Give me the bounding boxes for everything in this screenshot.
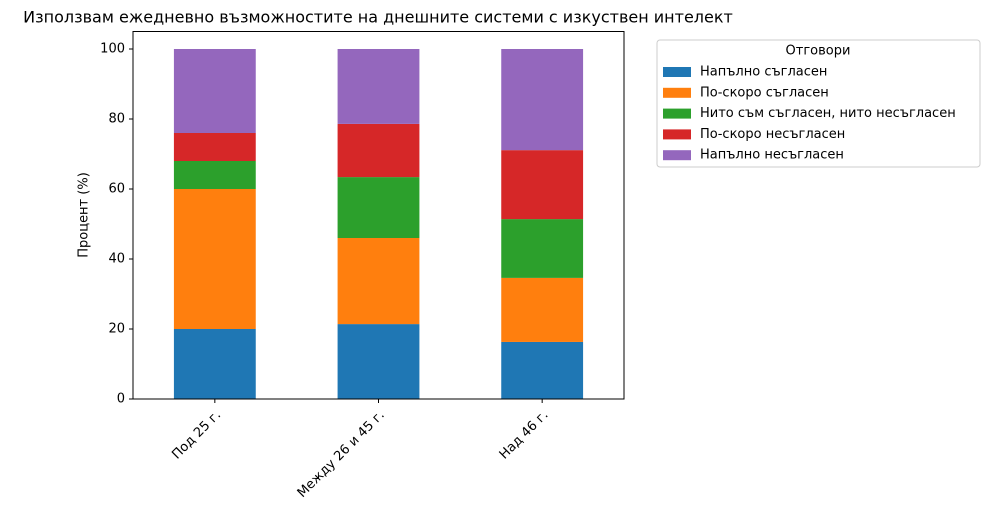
plot-frame: [132, 31, 625, 400]
x-tick-label: Между 26 и 45 г.: [295, 408, 388, 501]
chart-title: Използвам ежедневно възможностите на дне…: [23, 8, 733, 27]
y-axis-label: Процент (%): [77, 172, 92, 258]
legend-label: Напълно съгласен: [700, 65, 827, 80]
bar-segment: [173, 133, 256, 161]
bar-segment: [501, 277, 584, 342]
y-tick-label: 0: [117, 392, 125, 407]
bar-segment: [337, 123, 420, 178]
x-tick-label: Над 46 г.: [497, 408, 552, 463]
y-tick-label: 40: [108, 252, 125, 267]
bar-segment: [337, 238, 420, 325]
bar-segment: [173, 49, 256, 133]
bar-segment: [501, 341, 584, 399]
legend-swatch: [663, 108, 691, 119]
y-tick-label: 100: [100, 42, 125, 57]
bar-segment: [173, 189, 256, 329]
legend-title: Отговори: [786, 44, 851, 59]
bar-segment: [337, 324, 420, 399]
legend-swatch: [663, 150, 691, 161]
legend-label: По-скоро несъгласен: [700, 127, 845, 142]
bar-segment: [173, 161, 256, 189]
bar-segment: [173, 329, 256, 399]
legend-swatch: [663, 67, 691, 77]
legend-label: Нито съм съгласен, нито несъгласен: [700, 106, 956, 121]
y-tick-label: 60: [108, 182, 125, 197]
bar-segment: [501, 150, 584, 220]
legend-box: [656, 39, 981, 168]
y-tick-label: 20: [108, 322, 125, 337]
bar-segment: [501, 49, 584, 151]
y-tick-label: 80: [108, 112, 125, 127]
bar-segment: [337, 49, 420, 124]
legend-label: Напълно несъгласен: [700, 148, 844, 163]
legend-swatch: [663, 87, 691, 98]
bar-segment: [337, 177, 420, 238]
bar-segment: [501, 219, 584, 278]
x-tick-label: Под 25 г.: [169, 408, 224, 463]
legend-swatch: [663, 129, 691, 140]
legend-label: По-скоро съгласен: [700, 85, 829, 100]
